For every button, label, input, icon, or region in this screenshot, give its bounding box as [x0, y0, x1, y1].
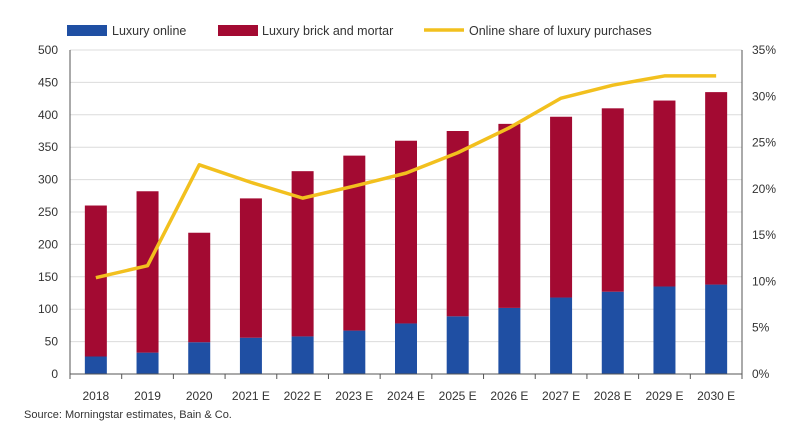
bar-brick	[601, 108, 624, 292]
x-tick-label: 2028 E	[594, 389, 632, 403]
bar-online	[705, 284, 728, 374]
right-axis-ticks: 0% 5% 10% 15% 20% 25% 30% 35%	[752, 43, 776, 381]
x-tick-label: 2021 E	[232, 389, 270, 403]
legend-swatch-online	[67, 25, 107, 36]
bar-online	[550, 297, 573, 374]
bar-brick	[705, 92, 728, 285]
x-tick-label: 2022 E	[284, 389, 322, 403]
bar-online	[84, 356, 107, 374]
bar-brick	[395, 140, 417, 324]
x-tick-label: 2030 E	[697, 389, 735, 403]
right-tick-label: 30%	[752, 89, 776, 103]
bar-online	[188, 342, 211, 374]
x-tick-label: 2024 E	[387, 389, 425, 403]
x-tick-label: 2019	[134, 389, 161, 403]
right-tick-label: 10%	[752, 274, 776, 288]
left-tick-label: 450	[38, 75, 58, 89]
bar-brick	[498, 123, 521, 308]
bar-brick	[136, 191, 159, 353]
share-line-path	[95, 74, 717, 280]
x-tick-label: 2020	[186, 389, 213, 403]
bar-online	[291, 336, 314, 374]
left-tick-label: 200	[38, 237, 58, 251]
x-tick-label: 2029 E	[645, 389, 683, 403]
bar-brick	[343, 155, 366, 331]
right-tick-label: 15%	[752, 228, 776, 242]
right-tick-label: 35%	[752, 43, 776, 57]
left-tick-label: 400	[38, 108, 58, 122]
left-tick-label: 500	[38, 43, 58, 57]
x-axis-ticks: 2018 2019 2020 2021 E 2022 E 2023 E 2024 E 2025…	[82, 389, 735, 403]
bar-brick	[446, 131, 469, 317]
legend: Luxury online Luxury brick and mortar On…	[67, 24, 652, 38]
axes	[69, 50, 743, 379]
bar-brick	[653, 100, 676, 287]
right-tick-label: 20%	[752, 182, 776, 196]
x-tick-label: 2026 E	[490, 389, 528, 403]
bar-online	[395, 323, 417, 374]
right-tick-label: 5%	[752, 321, 770, 335]
x-tick-label: 2023 E	[335, 389, 373, 403]
bar-online	[136, 352, 159, 374]
x-tick-label: 2025 E	[439, 389, 477, 403]
bar-brick	[550, 116, 573, 298]
bar-brick	[239, 198, 262, 338]
legend-label-share: Online share of luxury purchases	[469, 24, 652, 38]
legend-label-brick: Luxury brick and mortar	[262, 24, 393, 38]
bar-brick	[188, 232, 211, 343]
bars	[84, 92, 728, 374]
left-tick-label: 0	[51, 367, 58, 381]
left-tick-label: 350	[38, 140, 58, 154]
bar-online	[498, 307, 521, 374]
bar-online	[343, 330, 366, 374]
bar-brick	[291, 171, 314, 337]
bar-online	[239, 337, 262, 374]
share-line	[95, 74, 717, 280]
bar-online	[446, 316, 469, 374]
x-tick-label: 2027 E	[542, 389, 580, 403]
right-tick-label: 0%	[752, 367, 770, 381]
legend-swatch-brick	[218, 25, 258, 36]
left-tick-label: 50	[45, 335, 59, 349]
left-tick-label: 300	[38, 173, 58, 187]
source-note: Source: Morningstar estimates, Bain & Co…	[24, 409, 232, 421]
right-tick-label: 25%	[752, 136, 776, 150]
left-axis-ticks: 0 50 100 150 200 250 300 350 400 450 500	[38, 43, 58, 381]
legend-label-online: Luxury online	[112, 24, 186, 38]
bar-online	[601, 291, 624, 374]
bar-brick	[84, 205, 107, 357]
left-tick-label: 250	[38, 205, 58, 219]
left-tick-label: 100	[38, 302, 58, 316]
x-tick-label: 2018	[82, 389, 109, 403]
left-tick-label: 150	[38, 270, 58, 284]
bar-online	[653, 286, 676, 374]
